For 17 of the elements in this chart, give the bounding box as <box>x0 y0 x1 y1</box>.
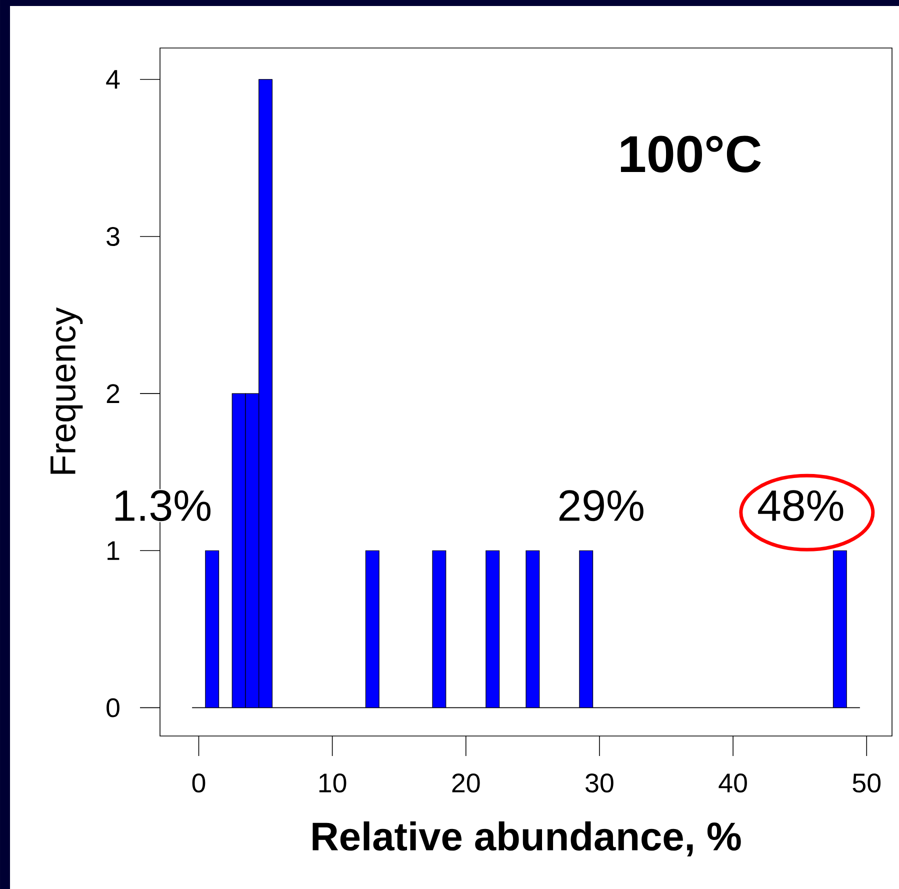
x-tick-label: 50 <box>852 774 881 793</box>
x-axis-title: Relative abundance, % <box>312 821 741 856</box>
y-tick-label: 2 <box>106 384 120 403</box>
x-tick-label: 30 <box>586 774 614 793</box>
x-tick-label: 40 <box>718 774 747 793</box>
annotation: 1.3% <box>115 490 210 522</box>
y-tick-label: 1 <box>108 541 120 560</box>
x-tick-label: 0 <box>192 774 206 793</box>
y-tick-label: 0 <box>106 698 120 718</box>
y-tick-label: 3 <box>106 226 120 246</box>
y-axis-title: Frequency <box>50 307 83 474</box>
annotation: 29% <box>559 490 644 522</box>
x-tick-label: 10 <box>319 774 346 793</box>
annotation: 48% <box>758 490 844 522</box>
x-tick-label: 20 <box>452 774 480 793</box>
text: 100°C <box>620 136 761 172</box>
y-tick-label: 4 <box>106 70 120 89</box>
